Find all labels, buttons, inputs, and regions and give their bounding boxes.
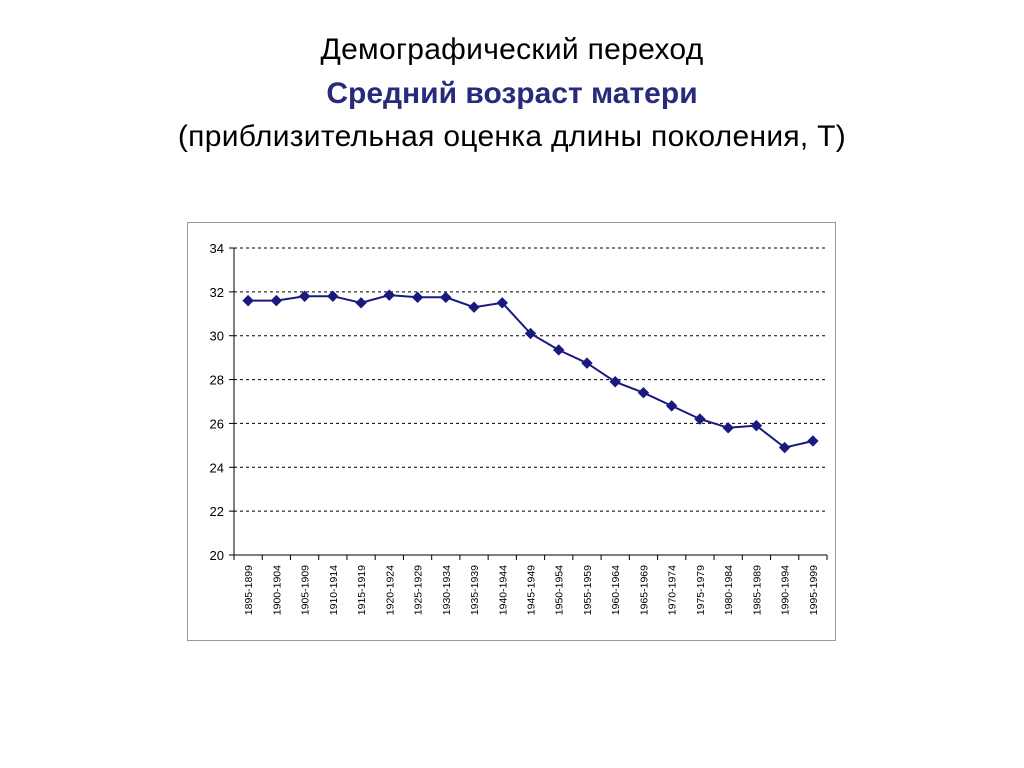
y-tick-label: 22 (210, 504, 224, 519)
data-point-marker (496, 297, 508, 309)
data-point-marker (383, 289, 396, 301)
slide-caption: (приблизительная оценка длины поколения,… (177, 120, 847, 153)
x-tick-label: 1930-1934 (441, 565, 453, 615)
x-tick-label: 1910-1914 (328, 565, 340, 615)
data-point-marker (524, 327, 537, 340)
data-point-marker (468, 301, 480, 313)
data-point-marker (327, 290, 339, 302)
y-tick-label: 24 (210, 460, 224, 475)
data-point-marker (694, 413, 706, 425)
x-tick-label: 1950-1954 (554, 565, 566, 615)
slide-subtitle: Средний возраст матери (326, 77, 698, 110)
x-tick-label: 1980-1984 (723, 565, 735, 615)
data-point-marker (807, 435, 819, 447)
data-point-marker (355, 297, 367, 309)
x-tick-label: 1920-1924 (384, 565, 396, 615)
x-tick-label: 1975-1979 (695, 565, 707, 615)
slide-title-block: Демографический переход Средний возраст … (0, 26, 1024, 160)
y-tick-label: 30 (210, 329, 224, 344)
x-tick-label: 1965-1969 (638, 565, 650, 615)
x-tick-label: 1895-1899 (243, 565, 255, 615)
x-tick-label: 1940-1944 (497, 565, 509, 615)
slide-title: Демографический переход (320, 33, 704, 66)
y-tick-label: 20 (210, 548, 224, 563)
y-tick-label: 34 (210, 241, 224, 256)
x-tick-label: 1955-1959 (582, 565, 594, 615)
x-tick-label: 1960-1964 (610, 565, 622, 615)
x-tick-label: 1905-1909 (300, 565, 312, 615)
x-tick-label: 1900-1904 (271, 565, 283, 615)
data-point-marker (750, 419, 763, 432)
chart-frame: 20 22 24 26 28 30 32 34 1895-1899 1900-1904 1905-1… (187, 222, 836, 641)
y-tick-label: 32 (210, 285, 224, 300)
data-point-marker (722, 422, 734, 434)
data-point-marker (637, 387, 650, 399)
data-point-marker (411, 291, 424, 304)
y-tick-label: 26 (210, 416, 224, 431)
data-point-marker (609, 376, 621, 388)
x-tick-label: 1990-1994 (780, 565, 792, 615)
data-point-marker (581, 357, 593, 369)
data-point-marker (665, 400, 678, 412)
data-point-marker (242, 294, 254, 307)
data-point-marker (778, 441, 791, 454)
data-point-marker (553, 344, 565, 356)
y-tick-label: 28 (210, 373, 224, 388)
line-chart: 20 22 24 26 28 30 32 34 1895-1899 1900-1904 1905-1… (210, 241, 828, 615)
x-tick-label: 1970-1974 (667, 565, 679, 615)
x-tick-label: 1915-1919 (356, 565, 368, 615)
data-point-marker (440, 291, 452, 304)
x-tick-label: 1995-1999 (808, 565, 820, 615)
data-point-marker (270, 294, 283, 307)
x-tick-label: 1985-1989 (751, 565, 763, 615)
x-tick-label: 1945-1949 (526, 565, 538, 615)
data-point-marker (298, 290, 311, 302)
x-tick-label: 1935-1939 (469, 565, 481, 615)
x-tick-label: 1925-1929 (413, 565, 425, 615)
